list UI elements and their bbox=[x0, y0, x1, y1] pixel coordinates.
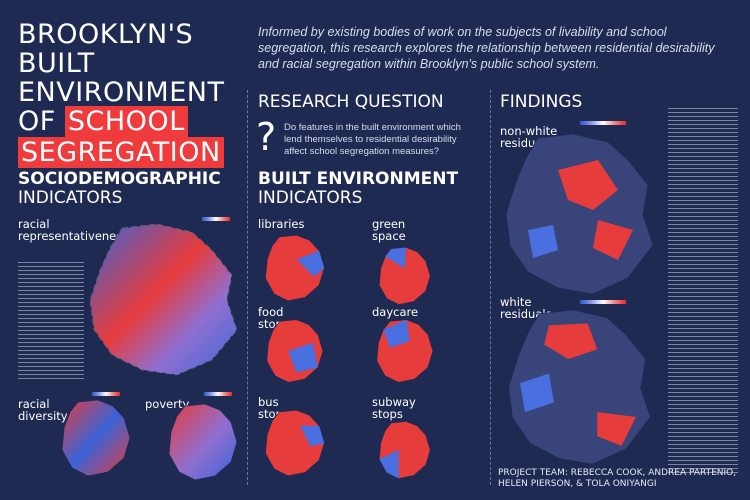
map-legend-non-white-residuals bbox=[580, 121, 626, 125]
project-team-label: PROJECT TEAM: bbox=[498, 468, 568, 478]
map-label-poverty: poverty bbox=[145, 397, 190, 411]
title-line-3: OF SCHOOL bbox=[18, 106, 248, 137]
title-line-4: SEGREGATION bbox=[18, 137, 248, 168]
title-tag-segregation: SEGREGATION bbox=[18, 137, 224, 168]
map-label-racial-representativeness: racial representativeness bbox=[18, 217, 129, 243]
column-divider-2 bbox=[490, 90, 491, 485]
map-poverty bbox=[168, 403, 238, 481]
title-tag-school: SCHOOL bbox=[64, 106, 188, 137]
map-libraries bbox=[265, 234, 325, 302]
map-label-libraries: libraries bbox=[258, 217, 305, 231]
map-racial-diversity bbox=[61, 399, 131, 477]
map-legend-racial-diversity bbox=[92, 392, 120, 396]
project-team-names: REBECCA COOK, ANDREA PARTENIO, HELEN PIE… bbox=[498, 468, 737, 489]
title-line-2: ENVIRONMENT bbox=[18, 77, 225, 108]
research-question-text: Do features in the built environment whi… bbox=[284, 122, 461, 157]
map-subway-stops bbox=[378, 421, 431, 479]
intro-text: Informed by existing bodies of work on t… bbox=[258, 25, 715, 71]
project-team: PROJECT TEAM: REBECCA COOK, ANDREA PARTE… bbox=[498, 468, 738, 490]
map-legend-poverty bbox=[204, 392, 232, 396]
map-legend-racial-representativeness bbox=[202, 217, 230, 221]
map-non-white-residuals bbox=[505, 133, 654, 295]
findings-notes bbox=[668, 108, 738, 478]
title-line-1: BROOKLYN'S BUILT bbox=[18, 19, 194, 79]
sociodemographic-heading: SOCIODEMOGRAPHIC INDICATORS bbox=[18, 169, 221, 208]
map-label-racial-diversity: racial diversity bbox=[18, 397, 68, 423]
racial-representativeness-notes bbox=[18, 262, 84, 382]
map-label-subway-stops: subway stops bbox=[372, 395, 416, 421]
findings-heading: FINDINGS bbox=[500, 92, 583, 112]
question-mark-icon: ? bbox=[256, 115, 277, 159]
poster-title: BROOKLYN'S BUILT ENVIRONMENT OF SCHOOL S… bbox=[18, 19, 248, 168]
map-bus-stops bbox=[265, 409, 325, 477]
map-daycare bbox=[376, 319, 434, 383]
map-green-space bbox=[378, 247, 431, 305]
map-label-daycare: daycare bbox=[372, 305, 419, 319]
title-of: OF bbox=[18, 106, 56, 137]
map-legend-white-residuals bbox=[580, 300, 626, 304]
map-food-stores bbox=[266, 319, 324, 383]
column-divider-1 bbox=[247, 90, 248, 485]
map-label-green-space: green space bbox=[372, 217, 406, 243]
map-white-residuals bbox=[508, 309, 651, 465]
built-environment-heading: BUILT ENVIRONMENT INDICATORS bbox=[258, 169, 459, 208]
map-racial-representativeness bbox=[89, 223, 238, 376]
research-question-heading: RESEARCH QUESTION bbox=[258, 92, 444, 112]
